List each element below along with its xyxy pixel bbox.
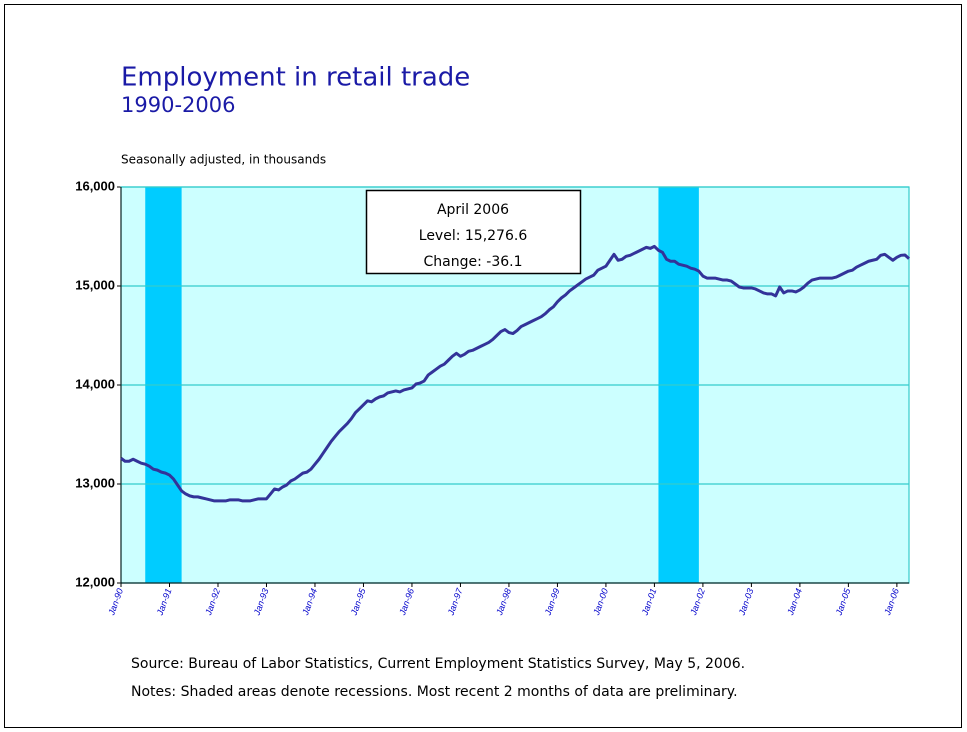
x-tick-label: Jan-99 <box>542 587 561 617</box>
chart-subtitle: 1990-2006 <box>121 93 235 117</box>
annotation: Level: 15,276.6 <box>419 228 528 244</box>
x-tick-label: Jan-00 <box>591 587 610 617</box>
overlay: April 2006 Level: 15,276.6 Change: -36.1 <box>365 189 582 275</box>
annotation-box <box>365 189 582 275</box>
x-tick-label: Jan-94 <box>300 587 319 617</box>
x-tick-label: Jan-93 <box>251 587 270 617</box>
x-tick-label: Jan-97 <box>445 586 464 617</box>
y-tick-label: 16,000 <box>75 178 115 193</box>
x-tick-label: Jan-98 <box>494 587 513 617</box>
y-tick-label: 14,000 <box>75 376 115 391</box>
x-tick-label: Jan-02 <box>688 587 707 617</box>
chart-title: Employment in retail trade <box>121 63 470 93</box>
y-tick-label: 12,000 <box>75 574 115 589</box>
series-line <box>120 244 910 503</box>
x-tick-label: Jan-05 <box>833 586 852 617</box>
x-tick-label: Jan-06 <box>882 587 901 617</box>
frame <box>4 4 962 728</box>
annotation: April 2006 <box>437 202 509 218</box>
annotation: Change: -36.1 <box>424 254 523 270</box>
y-tick-label: 13,000 <box>75 475 115 490</box>
x-tick-label: Jan-04 <box>785 587 804 617</box>
x-tick-label: Jan-92 <box>203 587 222 617</box>
notes: Notes: Shaded areas denote recessions. M… <box>131 684 738 700</box>
x-tick-label: Jan-95 <box>348 586 367 617</box>
x-tick-label: Jan-03 <box>736 587 755 617</box>
x-tick-label: Jan-91 <box>154 587 173 617</box>
y-tick-label: 15,000 <box>75 277 115 292</box>
source: Source: Bureau of Labor Statistics, Curr… <box>131 656 745 672</box>
x-tick-label: Jan-01 <box>639 587 658 617</box>
x-tick-label: Jan-96 <box>397 587 416 617</box>
x-tick-label: Jan-90 <box>106 587 125 617</box>
y-axis-label: Seasonally adjusted, in thousands <box>121 153 326 167</box>
